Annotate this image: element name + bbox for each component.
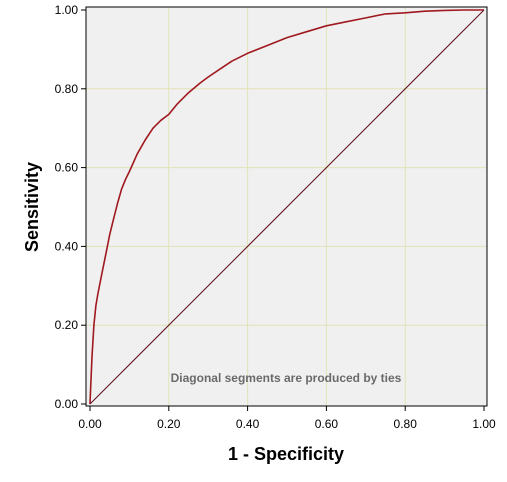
y-tick-label: 0.80 xyxy=(55,82,79,96)
x-tick-label: 0.40 xyxy=(236,417,260,431)
x-axis-ticks: 0.00 0.20 0.40 0.60 0.80 1.00 xyxy=(78,406,496,431)
x-tick-label: 0.60 xyxy=(315,417,339,431)
x-tick-label: 0.80 xyxy=(394,417,418,431)
roc-curve-line xyxy=(89,9,484,405)
y-axis-title: Sensitivity xyxy=(22,162,42,252)
y-tick-label: 1.00 xyxy=(55,3,79,17)
plot-border xyxy=(85,6,488,407)
grid-lines xyxy=(86,7,487,406)
annotation-ties: Diagonal segments are produced by ties xyxy=(171,371,402,385)
y-tick-label: 0.40 xyxy=(55,239,79,253)
x-axis-title: 1 - Specificity xyxy=(228,444,344,464)
y-tick-label: 0.20 xyxy=(55,318,79,332)
y-axis-ticks: 0.00 0.20 0.40 0.60 0.80 1.00 xyxy=(55,3,86,411)
x-tick-label: 0.00 xyxy=(78,417,102,431)
x-tick-label: 1.00 xyxy=(472,417,496,431)
reference-diagonal-line xyxy=(89,9,485,405)
y-tick-label: 0.00 xyxy=(55,397,79,411)
x-tick-label: 0.20 xyxy=(157,417,181,431)
y-tick-label: 0.60 xyxy=(55,161,79,175)
series-layer xyxy=(89,9,485,405)
